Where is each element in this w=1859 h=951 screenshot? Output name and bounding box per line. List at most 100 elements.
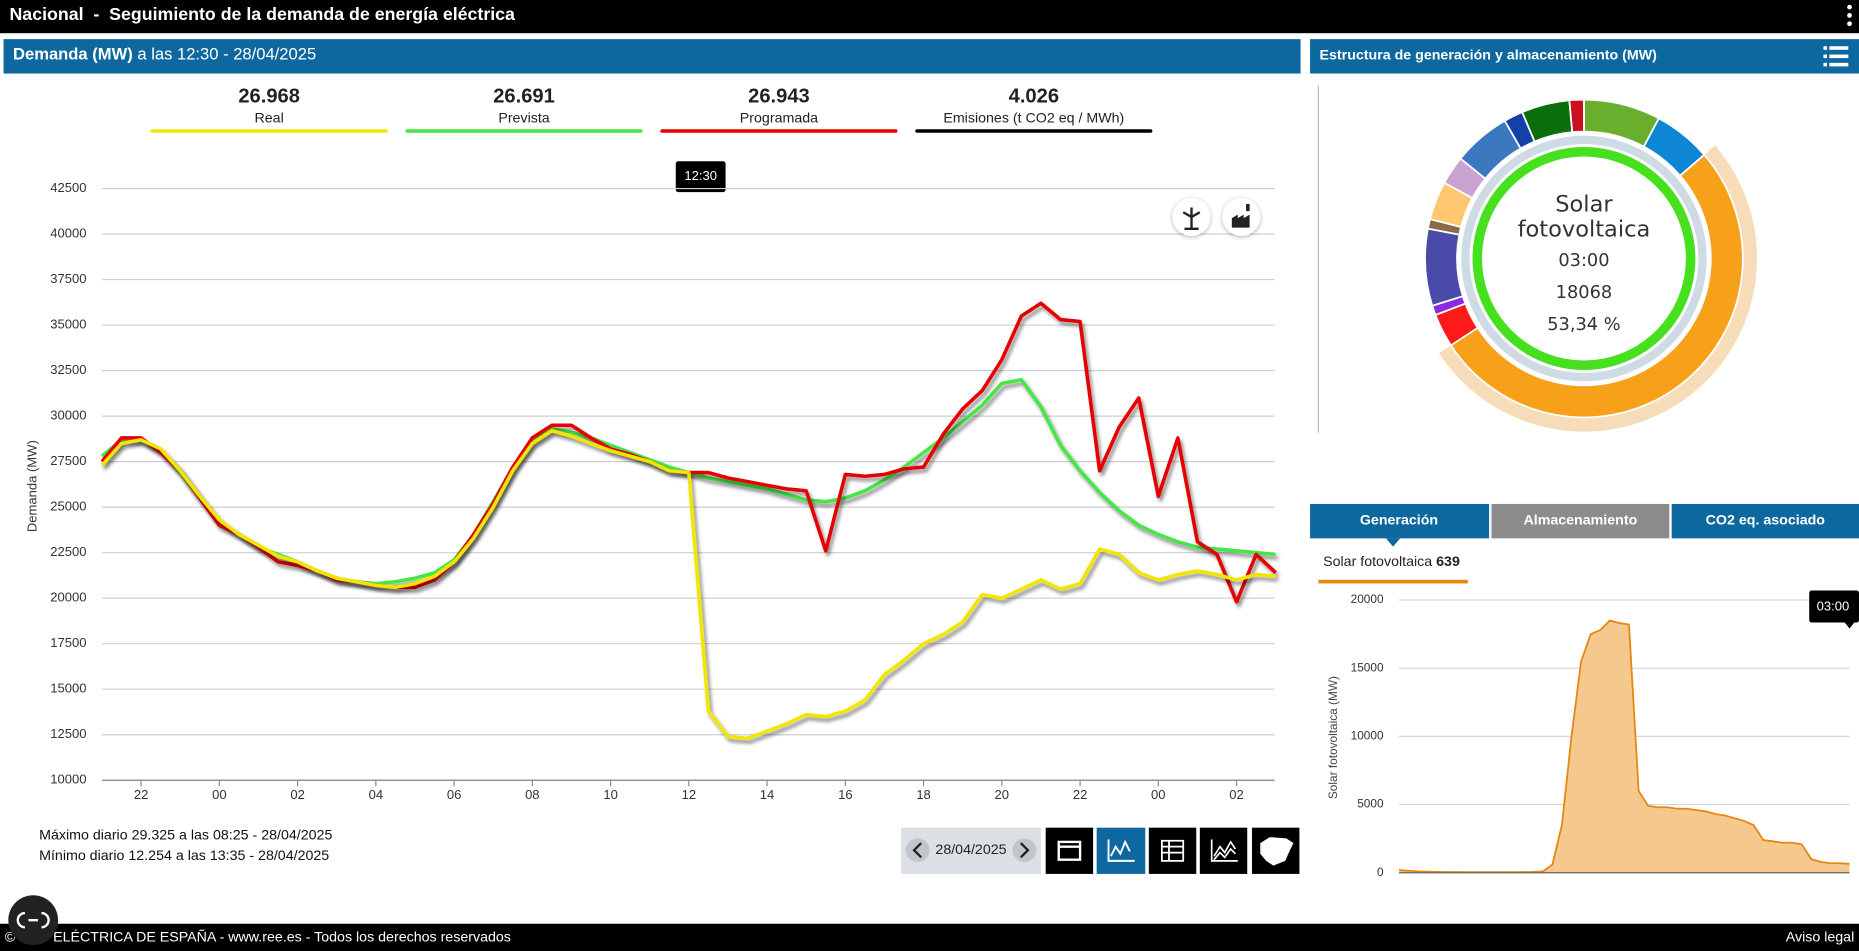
selected-underline <box>1318 579 1468 584</box>
x-tick-label: 16 <box>838 787 852 802</box>
inner-ring <box>1461 135 1707 382</box>
calendar-button[interactable] <box>1045 827 1094 874</box>
x-tick-label: 20 <box>995 787 1009 802</box>
area-button[interactable] <box>1199 827 1248 874</box>
page-title: Nacional - Seguimiento de la demanda de … <box>9 4 515 24</box>
panel-subtitle: a las 12:30 - 28/04/2025 <box>137 45 316 64</box>
y-tick-label: 15000 <box>1351 660 1384 674</box>
y-tick-label: 22500 <box>50 544 86 559</box>
selected-ring <box>1472 147 1696 370</box>
x-tick-label: 10 <box>603 787 617 802</box>
center-name: Solar <box>1555 192 1613 218</box>
tab-pointer <box>1385 538 1401 547</box>
area-y-title: Solar fotovoltaica (MW) <box>1326 676 1340 799</box>
x-tick-label: 00 <box>212 787 226 802</box>
structure-header <box>1310 39 1859 74</box>
area-tooltip <box>1809 590 1859 623</box>
selected-technology: Solar fotovoltaica 639 <box>1323 554 1460 570</box>
cookie-button[interactable] <box>8 895 59 946</box>
kpi-label: Prevista <box>498 110 549 126</box>
x-tick-label: 02 <box>1229 787 1243 802</box>
tooltip-pointer <box>1844 622 1855 629</box>
y-tick-label: 10000 <box>50 772 86 787</box>
donut-segment <box>1449 153 1744 419</box>
donut-segment <box>1568 98 1585 134</box>
daily-min: Mínimo diario 12.254 a las 13:35 - 28/04… <box>39 848 329 864</box>
segment-highlight <box>1438 145 1758 432</box>
y-tick-label: 40000 <box>50 225 86 240</box>
y-tick-label: 20000 <box>1351 592 1384 606</box>
structure-menu[interactable] <box>1823 46 1849 67</box>
y-tick-label: 0 <box>1377 865 1384 879</box>
x-tick-label: 04 <box>369 787 383 802</box>
x-tick-label: 08 <box>525 787 539 802</box>
tab-label[interactable]: Almacenamiento <box>1523 512 1637 528</box>
prev-date[interactable] <box>905 838 930 863</box>
kpi-underline <box>150 129 388 133</box>
x-tick-label: 22 <box>134 787 148 802</box>
donut-segment <box>1424 227 1464 307</box>
y-tick-label: 10000 <box>1351 728 1384 742</box>
demand-chart: 10000 12500 15000 17500 20000 22500 25000 27500… <box>50 180 1277 802</box>
kpi-row: 26.968 Real 26.691 Prevista 26.943 Programada… <box>150 86 1153 133</box>
tab-label[interactable]: CO2 eq. asociado <box>1706 512 1826 528</box>
date-value[interactable]: 28/04/2025 <box>935 842 1006 858</box>
tab-co2[interactable] <box>1671 503 1859 539</box>
selected-label: Solar fotovoltaica <box>1323 554 1432 570</box>
y-tick-label: 30000 <box>50 408 86 423</box>
y-tick-label: 20000 <box>50 590 86 605</box>
y-axis-title: Demanda (MW) <box>25 440 40 532</box>
kpi-underline <box>405 129 643 133</box>
area-fill <box>1398 620 1850 873</box>
y-tick-label: 27500 <box>50 453 86 468</box>
kpi-value: 4.026 <box>1009 86 1059 108</box>
area-tooltip-text: 03:00 <box>1817 599 1850 614</box>
panel-title: Demanda (MW) <box>13 45 133 64</box>
selected-value: 639 <box>1436 554 1460 570</box>
y-tick-label: 12500 <box>50 726 86 741</box>
factory-button[interactable] <box>1222 198 1261 236</box>
y-tick-label: 15000 <box>50 681 86 696</box>
x-tick-label: 14 <box>760 787 774 802</box>
x-tick-label: 12 <box>682 787 696 802</box>
kpi-value: 26.943 <box>748 86 810 108</box>
kpi-value: 26.968 <box>238 86 300 108</box>
menu-dots[interactable] <box>1847 4 1852 27</box>
panel-header <box>3 39 1301 74</box>
solar-chart: 0 5000 10000 15000 20000 <box>1351 592 1850 879</box>
kpi-label: Real <box>255 110 284 126</box>
y-tick-label: 37500 <box>50 271 86 286</box>
x-tick-label: 06 <box>447 787 461 802</box>
footer <box>0 923 1859 951</box>
kpi-underline <box>915 129 1153 133</box>
tooltip-text: 12:30 <box>684 168 717 183</box>
panel-heading: Demanda (MW) a las 12:30 - 28/04/2025 <box>13 45 316 64</box>
center-share: 53,34 % <box>1547 314 1620 335</box>
top-bar <box>0 0 1859 34</box>
table-button[interactable] <box>1148 827 1197 874</box>
kpi-label: Programada <box>740 110 818 126</box>
center-time: 03:00 <box>1558 250 1609 271</box>
tab-storage[interactable] <box>1491 503 1670 539</box>
footer-legal[interactable]: Aviso legal <box>1786 930 1855 946</box>
kpi-underline <box>660 129 898 133</box>
wind-button[interactable] <box>1172 198 1211 236</box>
x-tick-label: 18 <box>916 787 930 802</box>
tab-generation[interactable] <box>1310 503 1490 539</box>
x-tick-label: 22 <box>1073 787 1087 802</box>
kpi-value: 26.691 <box>493 86 555 108</box>
next-date[interactable] <box>1012 838 1037 863</box>
daily-max: Máximo diario 29.325 a las 08:25 - 28/04… <box>39 828 332 844</box>
center-value: 18068 <box>1556 282 1613 303</box>
x-tick-label: 00 <box>1151 787 1165 802</box>
footer-copyright: © RED ELÉCTRICA DE ESPAÑA - www.ree.es -… <box>5 929 511 946</box>
chart-button[interactable] <box>1096 827 1146 874</box>
map-button[interactable] <box>1251 827 1300 874</box>
kpi-label: Emisiones (t CO2 eq / MWh) <box>943 110 1124 126</box>
y-tick-label: 35000 <box>50 317 86 332</box>
y-tick-label: 5000 <box>1357 797 1384 811</box>
tab-label[interactable]: Generación <box>1360 512 1438 528</box>
center-name: fotovoltaica <box>1518 217 1651 243</box>
